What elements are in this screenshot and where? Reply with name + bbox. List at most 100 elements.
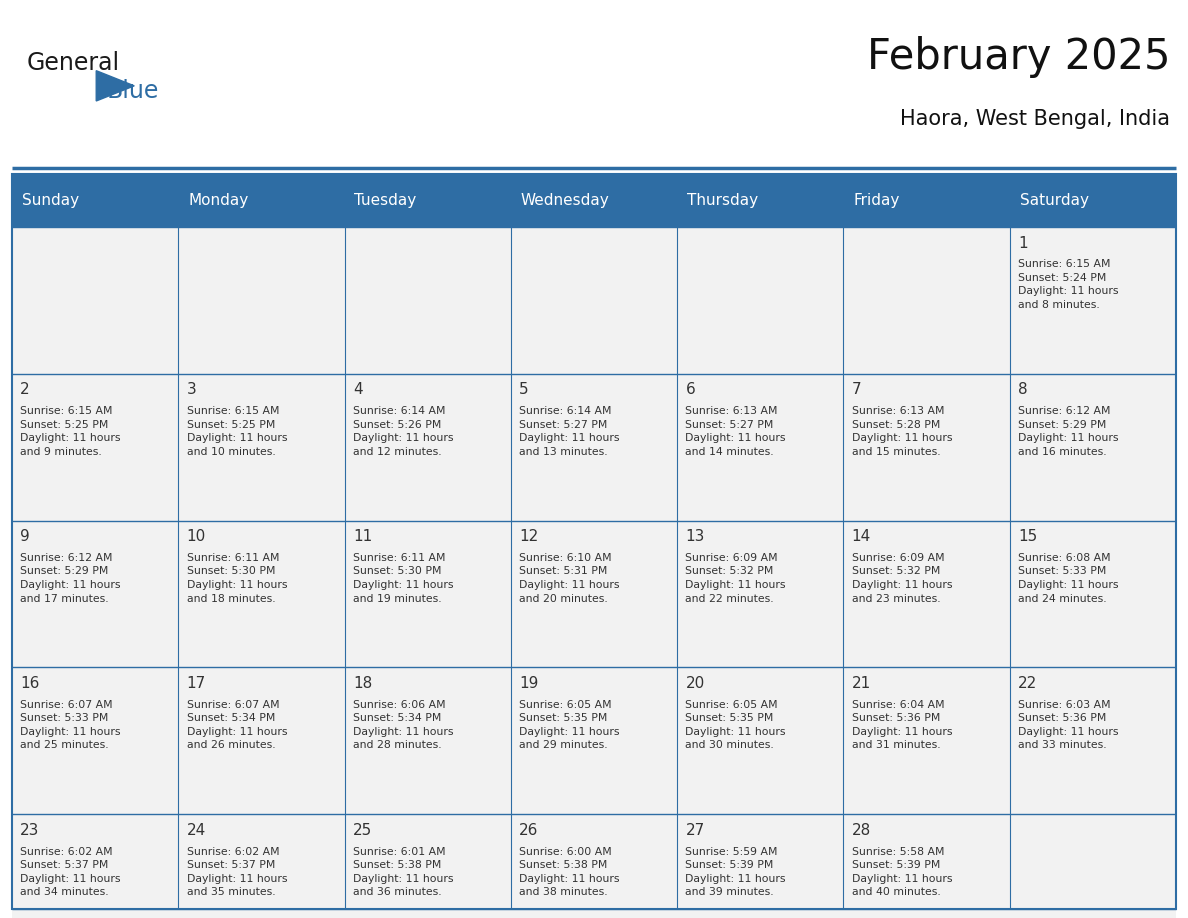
Text: Sunrise: 6:05 AM
Sunset: 5:35 PM
Daylight: 11 hours
and 30 minutes.: Sunrise: 6:05 AM Sunset: 5:35 PM Dayligh…	[685, 700, 786, 751]
Text: 28: 28	[852, 823, 871, 838]
Text: Thursday: Thursday	[687, 193, 758, 208]
Bar	[511, 667, 677, 814]
Bar	[843, 814, 1010, 918]
Text: 8: 8	[1018, 383, 1028, 397]
Text: Sunrise: 6:13 AM
Sunset: 5:28 PM
Daylight: 11 hours
and 15 minutes.: Sunrise: 6:13 AM Sunset: 5:28 PM Dayligh…	[852, 406, 953, 457]
Text: Sunrise: 6:02 AM
Sunset: 5:37 PM
Daylight: 11 hours
and 34 minutes.: Sunrise: 6:02 AM Sunset: 5:37 PM Dayligh…	[20, 846, 121, 898]
Text: Sunrise: 6:00 AM
Sunset: 5:38 PM
Daylight: 11 hours
and 38 minutes.: Sunrise: 6:00 AM Sunset: 5:38 PM Dayligh…	[519, 846, 620, 898]
Bar	[12, 227, 178, 374]
Bar	[178, 521, 345, 667]
Text: 18: 18	[353, 677, 372, 691]
Text: Saturday: Saturday	[1019, 193, 1088, 208]
Text: Sunrise: 6:02 AM
Sunset: 5:37 PM
Daylight: 11 hours
and 35 minutes.: Sunrise: 6:02 AM Sunset: 5:37 PM Dayligh…	[187, 846, 287, 898]
Bar	[511, 521, 677, 667]
Text: Sunrise: 6:04 AM
Sunset: 5:36 PM
Daylight: 11 hours
and 31 minutes.: Sunrise: 6:04 AM Sunset: 5:36 PM Dayligh…	[852, 700, 953, 751]
Bar	[345, 814, 511, 918]
Bar	[677, 174, 843, 227]
Text: Tuesday: Tuesday	[354, 193, 417, 208]
Text: Sunrise: 6:11 AM
Sunset: 5:30 PM
Daylight: 11 hours
and 18 minutes.: Sunrise: 6:11 AM Sunset: 5:30 PM Dayligh…	[187, 553, 287, 604]
Bar	[677, 814, 843, 918]
Text: Sunrise: 6:09 AM
Sunset: 5:32 PM
Daylight: 11 hours
and 23 minutes.: Sunrise: 6:09 AM Sunset: 5:32 PM Dayligh…	[852, 553, 953, 604]
Text: 27: 27	[685, 823, 704, 838]
Bar	[178, 814, 345, 918]
Text: February 2025: February 2025	[867, 36, 1170, 78]
Text: 24: 24	[187, 823, 206, 838]
Text: 25: 25	[353, 823, 372, 838]
Text: Sunrise: 6:06 AM
Sunset: 5:34 PM
Daylight: 11 hours
and 28 minutes.: Sunrise: 6:06 AM Sunset: 5:34 PM Dayligh…	[353, 700, 454, 751]
Text: 20: 20	[685, 677, 704, 691]
Text: Blue: Blue	[107, 79, 159, 103]
Text: Sunday: Sunday	[21, 193, 78, 208]
Text: Wednesday: Wednesday	[520, 193, 609, 208]
Text: 14: 14	[852, 530, 871, 544]
Text: Sunrise: 6:11 AM
Sunset: 5:30 PM
Daylight: 11 hours
and 19 minutes.: Sunrise: 6:11 AM Sunset: 5:30 PM Dayligh…	[353, 553, 454, 604]
Bar	[12, 374, 178, 521]
Bar	[345, 227, 511, 374]
Text: 26: 26	[519, 823, 538, 838]
Bar	[677, 521, 843, 667]
Text: Sunrise: 6:03 AM
Sunset: 5:36 PM
Daylight: 11 hours
and 33 minutes.: Sunrise: 6:03 AM Sunset: 5:36 PM Dayligh…	[1018, 700, 1119, 751]
Text: Sunrise: 5:59 AM
Sunset: 5:39 PM
Daylight: 11 hours
and 39 minutes.: Sunrise: 5:59 AM Sunset: 5:39 PM Dayligh…	[685, 846, 786, 898]
Bar	[1010, 374, 1176, 521]
Text: Sunrise: 5:58 AM
Sunset: 5:39 PM
Daylight: 11 hours
and 40 minutes.: Sunrise: 5:58 AM Sunset: 5:39 PM Dayligh…	[852, 846, 953, 898]
Bar	[1010, 174, 1176, 227]
Bar	[12, 174, 178, 227]
Text: 10: 10	[187, 530, 206, 544]
Text: Sunrise: 6:14 AM
Sunset: 5:27 PM
Daylight: 11 hours
and 13 minutes.: Sunrise: 6:14 AM Sunset: 5:27 PM Dayligh…	[519, 406, 620, 457]
Bar	[843, 667, 1010, 814]
Bar	[345, 374, 511, 521]
Bar	[178, 227, 345, 374]
Text: Sunrise: 6:09 AM
Sunset: 5:32 PM
Daylight: 11 hours
and 22 minutes.: Sunrise: 6:09 AM Sunset: 5:32 PM Dayligh…	[685, 553, 786, 604]
Text: 12: 12	[519, 530, 538, 544]
Bar	[1010, 521, 1176, 667]
Bar	[677, 667, 843, 814]
Bar	[178, 374, 345, 521]
Text: 15: 15	[1018, 530, 1037, 544]
Text: 16: 16	[20, 677, 39, 691]
Bar	[843, 521, 1010, 667]
Text: 9: 9	[20, 530, 30, 544]
Text: 23: 23	[20, 823, 39, 838]
Bar	[511, 227, 677, 374]
Bar	[345, 174, 511, 227]
Bar	[12, 667, 178, 814]
Text: Sunrise: 6:12 AM
Sunset: 5:29 PM
Daylight: 11 hours
and 17 minutes.: Sunrise: 6:12 AM Sunset: 5:29 PM Dayligh…	[20, 553, 121, 604]
Bar	[511, 174, 677, 227]
Text: 5: 5	[519, 383, 529, 397]
Text: Sunrise: 6:13 AM
Sunset: 5:27 PM
Daylight: 11 hours
and 14 minutes.: Sunrise: 6:13 AM Sunset: 5:27 PM Dayligh…	[685, 406, 786, 457]
Text: 11: 11	[353, 530, 372, 544]
Text: 4: 4	[353, 383, 362, 397]
Bar	[843, 227, 1010, 374]
Bar	[677, 374, 843, 521]
Text: Sunrise: 6:15 AM
Sunset: 5:25 PM
Daylight: 11 hours
and 10 minutes.: Sunrise: 6:15 AM Sunset: 5:25 PM Dayligh…	[187, 406, 287, 457]
Bar	[843, 374, 1010, 521]
Polygon shape	[96, 71, 134, 101]
Bar	[1010, 814, 1176, 918]
Text: Haora, West Bengal, India: Haora, West Bengal, India	[901, 108, 1170, 129]
Text: Sunrise: 6:12 AM
Sunset: 5:29 PM
Daylight: 11 hours
and 16 minutes.: Sunrise: 6:12 AM Sunset: 5:29 PM Dayligh…	[1018, 406, 1119, 457]
Bar	[178, 667, 345, 814]
Text: Sunrise: 6:14 AM
Sunset: 5:26 PM
Daylight: 11 hours
and 12 minutes.: Sunrise: 6:14 AM Sunset: 5:26 PM Dayligh…	[353, 406, 454, 457]
Bar	[178, 174, 345, 227]
Text: 17: 17	[187, 677, 206, 691]
Text: Sunrise: 6:07 AM
Sunset: 5:34 PM
Daylight: 11 hours
and 26 minutes.: Sunrise: 6:07 AM Sunset: 5:34 PM Dayligh…	[187, 700, 287, 751]
Text: Friday: Friday	[853, 193, 899, 208]
Text: 7: 7	[852, 383, 861, 397]
Text: 2: 2	[20, 383, 30, 397]
Text: 13: 13	[685, 530, 704, 544]
Bar	[677, 227, 843, 374]
Text: Sunrise: 6:10 AM
Sunset: 5:31 PM
Daylight: 11 hours
and 20 minutes.: Sunrise: 6:10 AM Sunset: 5:31 PM Dayligh…	[519, 553, 620, 604]
Bar	[12, 814, 178, 918]
Text: 3: 3	[187, 383, 196, 397]
Bar	[1010, 667, 1176, 814]
Bar	[511, 814, 677, 918]
Text: 6: 6	[685, 383, 695, 397]
Text: Sunrise: 6:15 AM
Sunset: 5:25 PM
Daylight: 11 hours
and 9 minutes.: Sunrise: 6:15 AM Sunset: 5:25 PM Dayligh…	[20, 406, 121, 457]
Text: 22: 22	[1018, 677, 1037, 691]
Text: 1: 1	[1018, 236, 1028, 251]
Text: Sunrise: 6:07 AM
Sunset: 5:33 PM
Daylight: 11 hours
and 25 minutes.: Sunrise: 6:07 AM Sunset: 5:33 PM Dayligh…	[20, 700, 121, 751]
Text: Sunrise: 6:08 AM
Sunset: 5:33 PM
Daylight: 11 hours
and 24 minutes.: Sunrise: 6:08 AM Sunset: 5:33 PM Dayligh…	[1018, 553, 1119, 604]
Text: 21: 21	[852, 677, 871, 691]
Text: Sunrise: 6:15 AM
Sunset: 5:24 PM
Daylight: 11 hours
and 8 minutes.: Sunrise: 6:15 AM Sunset: 5:24 PM Dayligh…	[1018, 259, 1119, 310]
Bar	[345, 521, 511, 667]
